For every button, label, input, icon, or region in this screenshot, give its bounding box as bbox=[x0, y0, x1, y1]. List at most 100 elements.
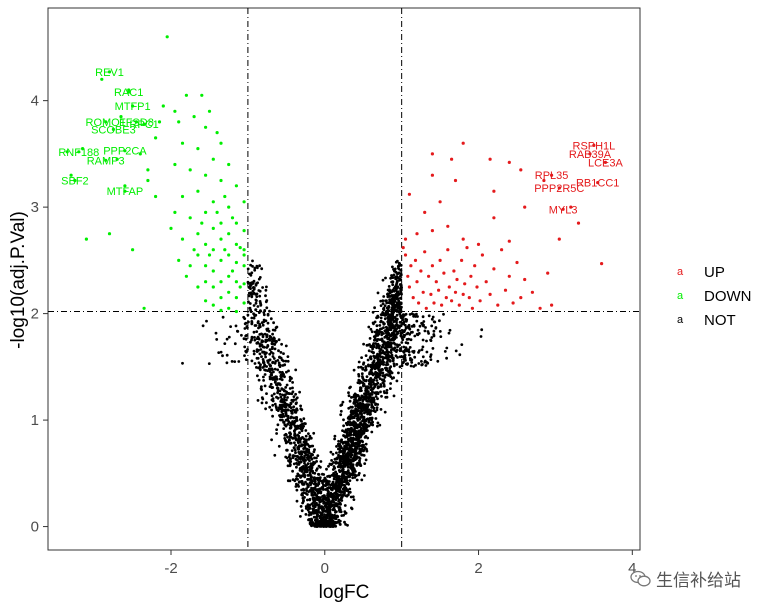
point-not bbox=[318, 490, 321, 494]
point-not bbox=[389, 365, 393, 369]
point-not bbox=[293, 419, 297, 423]
point-up bbox=[467, 296, 471, 300]
point-down bbox=[211, 226, 215, 230]
point-not bbox=[237, 360, 241, 363]
point-not bbox=[362, 362, 365, 366]
point-not bbox=[352, 457, 356, 461]
point-up bbox=[546, 271, 550, 275]
point-not bbox=[285, 392, 289, 395]
point-not bbox=[361, 402, 365, 406]
point-down bbox=[234, 296, 238, 300]
point-not bbox=[369, 377, 372, 381]
point-up bbox=[411, 296, 415, 300]
point-not bbox=[412, 349, 416, 353]
point-not bbox=[375, 406, 379, 409]
points-layer bbox=[65, 35, 608, 528]
point-not bbox=[360, 406, 363, 410]
point-not bbox=[335, 514, 339, 518]
point-not bbox=[368, 416, 372, 420]
point-not bbox=[356, 445, 359, 449]
point-not bbox=[254, 301, 258, 305]
point-up bbox=[457, 303, 461, 307]
point-down bbox=[84, 237, 88, 241]
point-not bbox=[329, 450, 333, 454]
point-not bbox=[352, 428, 356, 431]
point-not bbox=[295, 488, 299, 492]
point-not bbox=[385, 301, 389, 305]
point-not bbox=[337, 465, 341, 468]
point-not bbox=[363, 446, 367, 449]
point-not bbox=[307, 432, 310, 435]
point-not bbox=[425, 339, 428, 343]
gene-label: RAC1 bbox=[114, 87, 143, 99]
point-not bbox=[258, 368, 262, 372]
legend: a UP a DOWN a NOT bbox=[677, 264, 752, 329]
point-down bbox=[204, 173, 208, 177]
point-not bbox=[380, 333, 384, 337]
point-not bbox=[367, 419, 371, 423]
point-not bbox=[353, 455, 356, 458]
point-up bbox=[470, 306, 474, 310]
point-not bbox=[292, 395, 296, 398]
point-not bbox=[330, 459, 333, 462]
point-not bbox=[430, 336, 434, 339]
point-not bbox=[382, 356, 386, 360]
point-not bbox=[388, 295, 392, 298]
point-down-labeled bbox=[142, 122, 146, 126]
gene-label: PPP2CA bbox=[103, 146, 147, 158]
point-not bbox=[271, 337, 274, 341]
point-not bbox=[376, 421, 380, 425]
point-not bbox=[281, 393, 284, 397]
point-not bbox=[347, 490, 351, 494]
point-down bbox=[196, 189, 200, 193]
point-not bbox=[395, 379, 399, 383]
point-not bbox=[263, 384, 267, 388]
point-not bbox=[298, 467, 302, 470]
point-not bbox=[391, 294, 394, 298]
point-not bbox=[357, 456, 361, 459]
point-down bbox=[173, 210, 177, 214]
point-not bbox=[263, 364, 266, 368]
point-not bbox=[331, 452, 335, 456]
point-not bbox=[268, 309, 271, 313]
point-not bbox=[258, 365, 262, 369]
point-down bbox=[227, 232, 231, 236]
point-not bbox=[275, 428, 278, 431]
point-not bbox=[233, 342, 237, 346]
point-not bbox=[303, 440, 307, 443]
point-not bbox=[390, 356, 394, 360]
point-not bbox=[314, 503, 318, 507]
point-not bbox=[391, 337, 395, 341]
point-down bbox=[154, 194, 158, 199]
point-not bbox=[392, 347, 396, 350]
point-not bbox=[432, 329, 436, 333]
point-not bbox=[312, 431, 316, 435]
point-not bbox=[404, 346, 408, 349]
point-not bbox=[347, 391, 350, 395]
point-not bbox=[230, 360, 234, 363]
point-not bbox=[286, 355, 290, 358]
point-not bbox=[313, 518, 317, 522]
point-not bbox=[268, 334, 272, 338]
point-not bbox=[438, 330, 442, 333]
point-down bbox=[138, 152, 142, 156]
point-not bbox=[399, 301, 403, 305]
gene-label: MTFP1 bbox=[115, 101, 151, 113]
point-not bbox=[300, 452, 304, 456]
point-not bbox=[381, 299, 385, 303]
point-down bbox=[204, 125, 208, 129]
point-up bbox=[438, 200, 442, 204]
point-not bbox=[280, 387, 284, 391]
point-not bbox=[479, 335, 483, 338]
point-not bbox=[245, 334, 248, 337]
point-not bbox=[373, 363, 377, 367]
point-down bbox=[204, 280, 208, 284]
point-not bbox=[253, 362, 257, 365]
point-not bbox=[387, 289, 391, 293]
point-not bbox=[396, 331, 400, 335]
point-not bbox=[407, 323, 411, 327]
point-not bbox=[236, 329, 239, 333]
point-not bbox=[399, 269, 403, 272]
point-not bbox=[331, 520, 335, 523]
point-not bbox=[348, 487, 352, 491]
